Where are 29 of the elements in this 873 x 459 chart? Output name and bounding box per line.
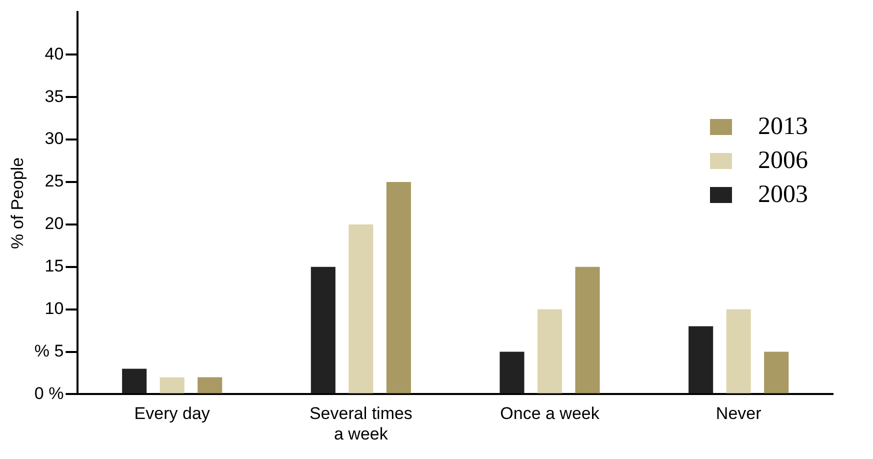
bar: [500, 352, 524, 394]
bar: [688, 326, 714, 394]
legend-label: 2013: [758, 113, 808, 141]
bar: [348, 224, 374, 394]
y-tick-label: 15: [44, 256, 64, 276]
y-tick-label: 40: [44, 44, 64, 64]
y-tick-label: % 5: [34, 341, 64, 360]
bar: [575, 266, 600, 394]
bar: [537, 309, 562, 394]
y-tick-label: 10: [44, 299, 64, 318]
x-tick-label: Once a week: [500, 404, 600, 424]
y-axis-title: % of People: [8, 157, 27, 250]
y-tick-label: 35: [44, 86, 64, 106]
x-tick-label: Never: [716, 404, 762, 424]
bar: [726, 309, 751, 394]
x-tick-label: Every day: [134, 404, 210, 424]
bar: [386, 182, 411, 394]
bar: [764, 352, 789, 394]
legend-label: 2003: [758, 181, 808, 209]
bar: [122, 368, 147, 394]
bar: [310, 266, 336, 394]
y-tick-label: 20: [44, 214, 64, 234]
x-tick-label: Several times a week: [309, 404, 412, 444]
bar: [198, 377, 222, 394]
y-tick-label: 0 %: [34, 384, 64, 403]
y-tick-label: 30: [44, 129, 64, 148]
bar: [160, 377, 184, 394]
y-tick-label: 25: [44, 172, 64, 191]
legend-label: 2006: [758, 147, 808, 175]
